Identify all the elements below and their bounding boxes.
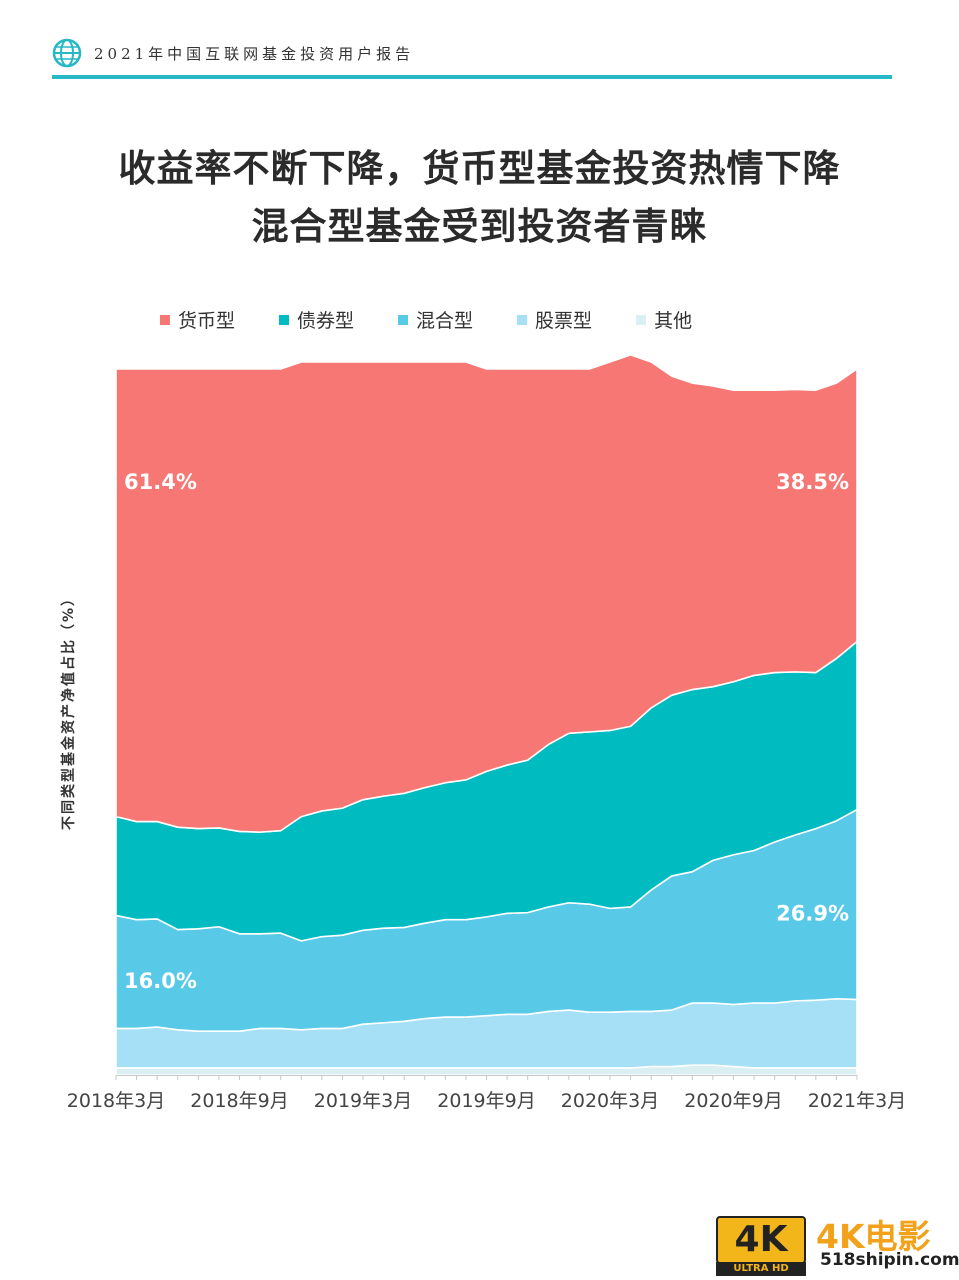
legend-label: 其他 [654, 310, 693, 332]
globe-icon [52, 38, 82, 68]
legend-label: 债券型 [297, 310, 355, 332]
logo-4k-text: 4K [716, 1216, 806, 1264]
header-divider [52, 75, 892, 79]
legend-swatch [636, 314, 647, 325]
legend-item: 货币型 [160, 306, 235, 333]
x-tick-label: 2021年3月 [808, 1090, 906, 1112]
report-header: 2021年中国互联网基金投资用户报告 [52, 34, 892, 80]
watermark-site: 518shipin.com [820, 1250, 959, 1270]
legend-item: 其他 [636, 306, 692, 333]
legend-swatch [160, 314, 170, 325]
legend-item: 股票型 [517, 306, 592, 333]
x-tick-label: 2019年3月 [314, 1090, 412, 1112]
x-tick-label: 2019年9月 [437, 1090, 535, 1112]
area-series [115, 354, 858, 833]
watermark-logo: 4K ULTRA HD [716, 1216, 806, 1276]
legend-item: 混合型 [398, 306, 473, 333]
legend-item: 债券型 [279, 306, 354, 333]
legend-swatch [517, 314, 528, 325]
value-label: 26.9% [776, 902, 849, 926]
x-tick-label: 2018年9月 [190, 1090, 288, 1112]
x-tick-label: 2018年3月 [67, 1090, 165, 1112]
chart-title-line2: 混合型基金受到投资者青睐 [251, 205, 708, 248]
value-label: 38.5% [776, 470, 849, 494]
chart-legend: 货币型 债券型 混合型 股票型 其他 [160, 306, 736, 333]
legend-swatch [279, 314, 290, 325]
chart-title-line1: 收益率不断下降，货币型基金投资热情下降 [118, 147, 841, 190]
report-title: 2021年中国互联网基金投资用户报告 [94, 45, 415, 63]
watermark-brand: 4K电影 [816, 1217, 931, 1256]
legend-label: 货币型 [178, 310, 236, 332]
value-label: 16.0% [124, 969, 197, 993]
logo-sub-text: ULTRA HD [716, 1262, 806, 1276]
legend-swatch [398, 314, 409, 325]
x-tick-label: 2020年9月 [684, 1090, 782, 1112]
legend-label: 股票型 [535, 310, 593, 332]
value-label: 61.4% [124, 470, 197, 494]
x-tick-label: 2020年3月 [561, 1090, 659, 1112]
legend-label: 混合型 [416, 310, 474, 332]
